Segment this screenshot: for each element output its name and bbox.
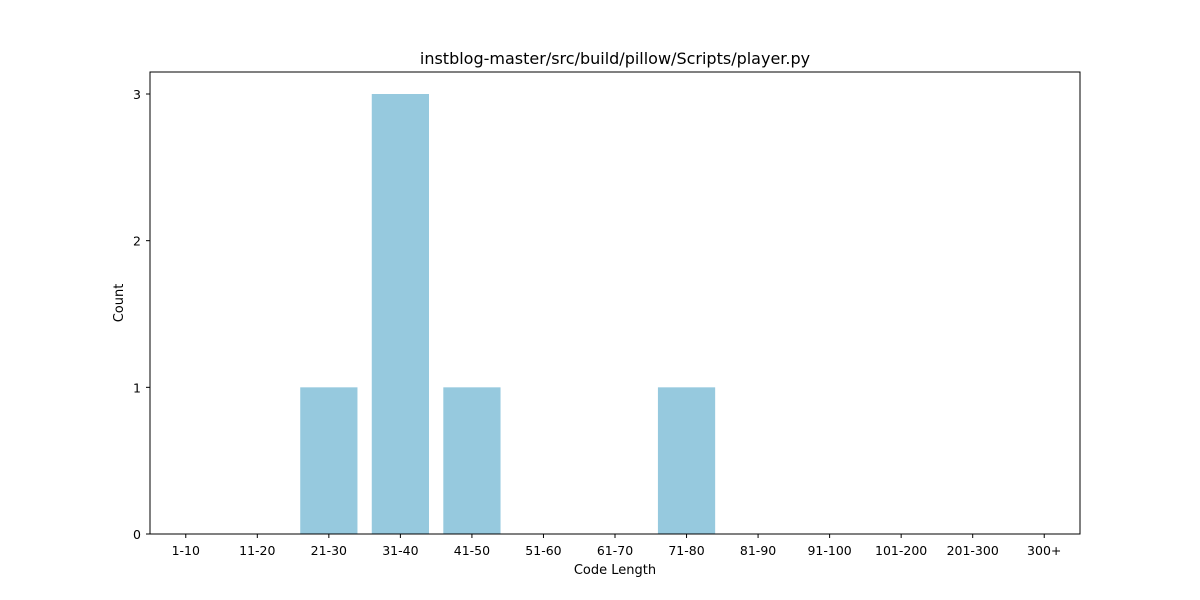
x-tick-label: 101-200 (875, 543, 927, 558)
y-tick-label: 1 (133, 380, 141, 395)
bar-41-50 (443, 387, 501, 534)
y-tick-label: 0 (133, 527, 141, 542)
x-tick-label: 71-80 (668, 543, 704, 558)
y-tick-label: 2 (133, 234, 141, 249)
y-axis: 0 1 2 3 (133, 87, 150, 542)
x-tick-label: 11-20 (239, 543, 275, 558)
bar-71-80 (657, 387, 716, 534)
x-tick-label: 31-40 (382, 543, 418, 558)
x-tick-label: 91-100 (807, 543, 851, 558)
bar-31-40 (371, 94, 429, 534)
x-tick-label: 201-300 (947, 543, 999, 558)
bar-21-30 (300, 387, 358, 534)
y-axis-label: Count (112, 284, 127, 323)
x-axis-label: Code Length (574, 563, 656, 578)
x-tick-label: 21-30 (311, 543, 347, 558)
bars-group (300, 94, 716, 534)
x-tick-label: 41-50 (454, 543, 490, 558)
chart-title: instblog-master/src/build/pillow/Scripts… (420, 49, 810, 68)
y-tick-label: 3 (133, 87, 141, 102)
x-tick-label: 61-70 (597, 543, 633, 558)
x-tick-label: 1-10 (172, 543, 200, 558)
x-tick-label: 51-60 (525, 543, 561, 558)
plot-frame (149, 71, 1081, 535)
x-tick-label: 300+ (1027, 543, 1061, 558)
x-tick-label: 81-90 (740, 543, 776, 558)
x-axis: 1-10 11-20 21-30 31-40 41-50 51-60 61-70 71-80 8… (172, 534, 1061, 558)
